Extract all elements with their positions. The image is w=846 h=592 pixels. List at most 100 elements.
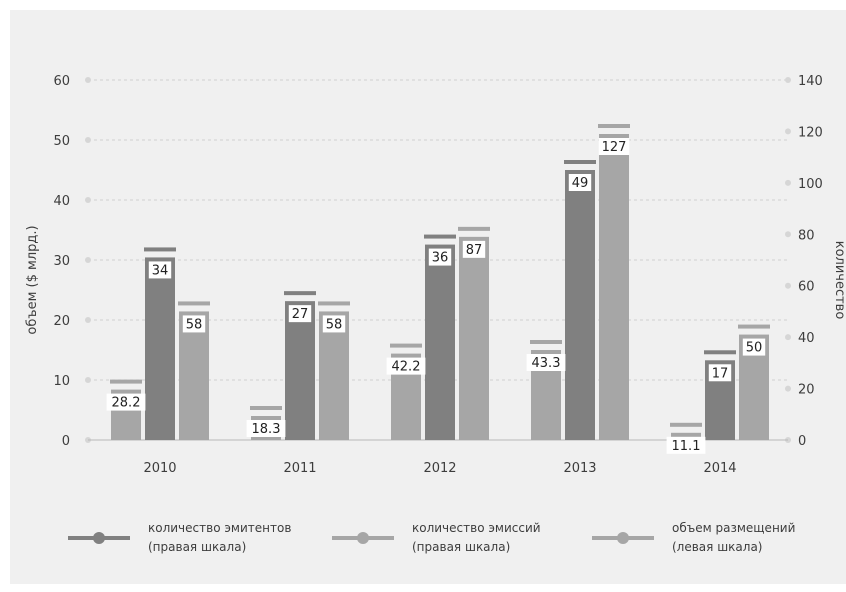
grid-dot-left: [85, 137, 91, 143]
bar-cap: [284, 291, 316, 296]
data-label-bg: [148, 261, 172, 279]
bar-cap: [598, 124, 630, 128]
left-axis-ticks: 0 10 20 30 40 50 60: [53, 74, 70, 449]
legend-swatch-dot: [617, 532, 629, 544]
data-label: 87: [466, 243, 483, 258]
bar: [179, 311, 209, 440]
data-label-bg: [428, 248, 452, 266]
data-label-bg: [182, 315, 206, 333]
right-tick-label: 120: [798, 125, 823, 140]
grid-dot-right: [785, 231, 791, 238]
data-label: 58: [186, 317, 203, 332]
bars: [110, 124, 770, 440]
category-labels: 2010 2011 2012 2013 2014: [143, 461, 736, 476]
data-label: 11.1: [672, 439, 701, 454]
data-label-bg: [386, 357, 426, 375]
legend-label: количество эмиссий: [412, 521, 541, 535]
right-tick-label: 60: [798, 280, 815, 295]
right-tick-label: 80: [798, 228, 815, 243]
data-label: 42.2: [392, 360, 421, 375]
bar-cap: [178, 301, 210, 306]
data-label-bg: [708, 364, 732, 382]
data-label: 17: [712, 366, 729, 381]
bar: [565, 170, 595, 440]
bar-cap: [458, 226, 490, 231]
data-label: 58: [326, 317, 343, 332]
data-label-bg: [288, 305, 312, 323]
right-tick-label: 140: [798, 74, 823, 89]
grid-dot-right: [785, 77, 791, 83]
right-tick-label: 100: [798, 177, 823, 192]
legend-sublabel: (левая шкала): [672, 540, 762, 554]
bar: [285, 301, 315, 440]
category-label: 2014: [703, 461, 736, 476]
grid-dot-right: [785, 334, 791, 341]
bar-cap: [738, 324, 770, 329]
bar-cap: [250, 406, 282, 410]
bar-cap: [390, 343, 422, 348]
right-tick-label: 0: [798, 434, 806, 449]
category-label: 2011: [283, 461, 316, 476]
bar: [599, 134, 629, 440]
legend-sublabel: (правая шкала): [412, 540, 510, 554]
data-label-bg: [598, 138, 630, 155]
data-label-bg: [106, 393, 146, 411]
right-tick-label: 40: [798, 331, 815, 346]
bar-cap: [530, 340, 562, 344]
left-tick-label: 20: [53, 314, 70, 329]
grid-dot-left: [85, 257, 91, 263]
legend-label: количество эмитентов: [148, 521, 291, 535]
left-tick-label: 60: [53, 74, 70, 89]
y-axis-title-right: количество: [832, 241, 846, 320]
data-label-bg: [526, 354, 566, 371]
grid-dot-left: [85, 77, 91, 83]
bar-cap: [144, 247, 176, 252]
data-labels: 28.2 34 58 18.3 27 58 42.2 36 87 43.3 49 127 11.1 17 5…: [106, 138, 766, 454]
bar: [459, 236, 489, 440]
bar-cap: [424, 234, 456, 239]
left-tick-label: 0: [62, 434, 70, 449]
bar: [671, 432, 701, 440]
legend: количество эмитентов (правая шкала) количе…: [68, 521, 795, 554]
data-label: 34: [152, 263, 169, 278]
data-label: 50: [746, 341, 763, 356]
bar-cap: [670, 422, 702, 427]
data-label: 127: [602, 140, 627, 155]
grid-dot-right: [785, 128, 791, 135]
bar: [145, 257, 175, 440]
bar-cap: [704, 350, 736, 355]
grid-dot-right: [785, 282, 791, 289]
right-axis-ticks: 0 20 40 60 80 100 120 140: [798, 74, 823, 449]
bar-cap: [110, 379, 142, 384]
grid-dot-left: [85, 377, 91, 383]
left-tick-label: 50: [53, 134, 70, 149]
bar: [425, 244, 455, 440]
legend-sublabel: (правая шкала): [148, 540, 246, 554]
left-tick-label: 10: [53, 374, 70, 389]
grid-dot-left: [85, 317, 91, 323]
data-label: 18.3: [252, 422, 281, 437]
category-label: 2012: [423, 461, 456, 476]
data-label: 28.2: [112, 396, 141, 411]
chart-panel: 0 10 20 30 40 50 60 0 20 40 60 80 100 120 140 28.2 34 5…: [10, 10, 846, 584]
category-label: 2010: [143, 461, 176, 476]
data-label: 27: [292, 307, 309, 322]
left-tick-label: 40: [53, 194, 70, 209]
legend-swatch-dot: [357, 532, 369, 544]
right-tick-label: 20: [798, 383, 815, 398]
grid-dot-left: [85, 197, 91, 203]
data-label-bg: [568, 174, 592, 191]
legend-swatch-dot: [93, 532, 105, 544]
data-label: 43.3: [532, 356, 561, 371]
bar-chart: 0 10 20 30 40 50 60 0 20 40 60 80 100 120 140 28.2 34 5…: [25, 74, 846, 554]
bar-cap: [318, 301, 350, 306]
grid-dot-right: [785, 179, 791, 186]
category-label: 2013: [563, 461, 596, 476]
data-label-bg: [742, 338, 766, 356]
data-label: 36: [432, 251, 449, 266]
y-axis-title-left: объем ($ млрд.): [25, 225, 40, 334]
data-label-bg: [322, 315, 346, 333]
bar: [319, 311, 349, 440]
legend-label: объем размещений: [672, 521, 795, 535]
data-label: 49: [572, 176, 589, 191]
